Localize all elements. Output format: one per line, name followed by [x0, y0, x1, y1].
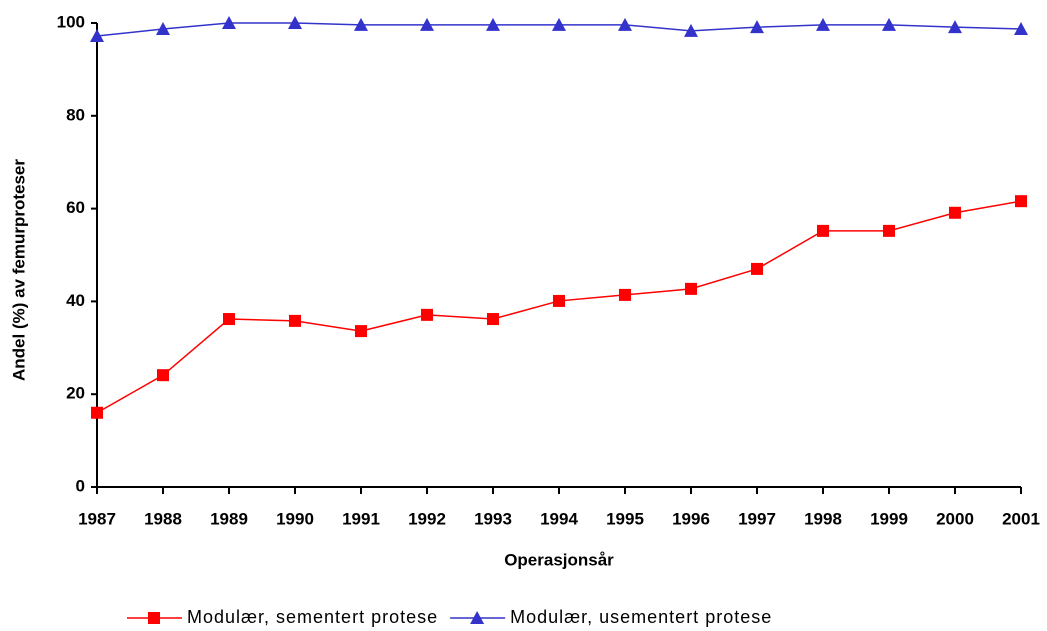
marker	[619, 288, 631, 301]
x-tick-label: 2000	[936, 509, 974, 528]
y-tick-label: 20	[66, 384, 85, 403]
marker	[223, 313, 235, 326]
marker	[1014, 22, 1028, 36]
marker	[553, 294, 565, 307]
legend: Modulær, sementert protese Modulær, useme…	[127, 607, 772, 627]
marker	[354, 17, 368, 31]
marker	[90, 28, 104, 42]
x-tick-label: 1991	[342, 509, 380, 528]
x-tick-label: 1987	[78, 509, 116, 528]
marker	[289, 314, 301, 327]
marker	[157, 369, 169, 382]
marker	[470, 611, 485, 624]
x-tick-label: 1996	[672, 509, 710, 528]
y-tick-label: 40	[66, 291, 85, 310]
marker	[750, 20, 764, 34]
legend-label: Modulær, usementert protese	[510, 607, 772, 627]
marker	[222, 16, 236, 29]
x-tick-label: 1993	[474, 509, 512, 528]
marker	[421, 308, 433, 321]
x-tick-label: 1994	[540, 509, 578, 528]
x-tick-label: 1995	[606, 509, 644, 528]
y-tick-label: 0	[76, 476, 85, 495]
x-tick-label: 1999	[870, 509, 908, 528]
marker	[355, 325, 367, 338]
marker	[948, 20, 962, 34]
marker	[751, 262, 763, 275]
marker	[685, 282, 697, 295]
marker	[156, 22, 170, 36]
x-tick-label: 1992	[408, 509, 446, 528]
y-axis-label: Andel (%) av femurproteser	[9, 159, 28, 381]
marker	[817, 224, 829, 237]
marker	[486, 17, 500, 31]
marker	[487, 313, 499, 326]
y-tick-label: 100	[57, 12, 85, 31]
marker	[882, 17, 896, 31]
x-tick-label: 1997	[738, 509, 776, 528]
marker	[618, 17, 632, 31]
marker	[552, 17, 566, 31]
x-tick-label: 1998	[804, 509, 842, 528]
marker	[949, 206, 961, 219]
marker	[148, 612, 160, 624]
marker	[1015, 195, 1027, 208]
series-line	[96, 200, 1022, 414]
x-tick-label: 1989	[210, 509, 248, 528]
y-tick-label: 80	[66, 105, 85, 124]
marker	[816, 17, 830, 31]
marker	[288, 16, 302, 29]
marker	[91, 406, 103, 419]
marker	[684, 23, 698, 37]
x-tick-label: 2001	[1002, 509, 1040, 528]
x-tick-label: 1990	[276, 509, 314, 528]
legend-label: Modulær, sementert protese	[187, 607, 438, 627]
x-tick-label: 1988	[144, 509, 182, 528]
marker	[883, 224, 895, 237]
y-tick-label: 60	[66, 198, 85, 217]
marker	[420, 17, 434, 31]
x-axis-label: Operasjonsår	[504, 550, 614, 569]
